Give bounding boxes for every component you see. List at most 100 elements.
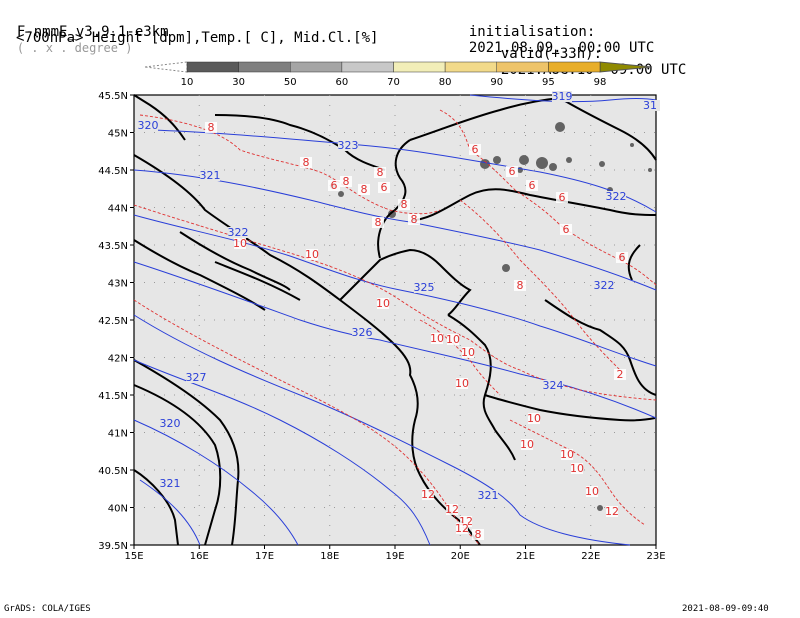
colorbar-low-arrow [144, 61, 188, 73]
temp-label-bg [446, 504, 458, 515]
temp-contour-label: 6 [509, 165, 516, 178]
temp-label-bg [377, 298, 389, 309]
colorbar-label: 10 [181, 77, 194, 88]
temp-label-bg [561, 449, 573, 460]
height-contour-label: 321 [200, 169, 221, 182]
height-contour-label: 319 [552, 90, 573, 103]
lat-tick-label: 42N [108, 354, 128, 365]
temp-label-bg [614, 369, 626, 380]
temp-contour-label: 6 [529, 179, 536, 192]
lon-tick-label: 17E [255, 551, 274, 562]
temp-label-bg [372, 217, 384, 228]
lat-tick-label: 41N [108, 429, 128, 440]
colorbar-segment [186, 61, 239, 73]
height-contour-label: 327 [186, 371, 207, 384]
colorbar-label: 30 [232, 77, 245, 88]
temp-contour-label: 6 [472, 143, 479, 156]
temp-contour-label: 8 [361, 183, 368, 196]
temp-contour-label: 12 [421, 488, 435, 501]
temp-label-bg [431, 333, 443, 344]
temp-label-bg [462, 347, 474, 358]
height-label-bg [138, 120, 158, 131]
height-contour-label: 321 [160, 477, 181, 490]
temp-contour-label: 8 [208, 121, 215, 134]
height-label-bg [640, 100, 660, 111]
temp-label-bg [378, 182, 390, 193]
temp-label-bg [571, 463, 583, 474]
temp-label-bg [306, 249, 318, 260]
lat-tick-label: 44.5N [98, 166, 128, 177]
lat-tick-label: 43.5N [98, 241, 128, 252]
init-line: initialisation: 2021.08.09. 00:00 UTC [452, 8, 654, 56]
temp-contour-label: 10 [570, 462, 584, 475]
temp-contour-label: 8 [475, 528, 482, 541]
temp-label-bg [469, 144, 481, 155]
temp-label-bg [374, 167, 386, 178]
lat-tick-label: 41.5N [98, 391, 128, 402]
height-contour-label: 326 [352, 326, 373, 339]
temp-contour-label: 6 [331, 179, 338, 192]
temp-contour-label: 10 [233, 237, 247, 250]
lat-tick-label: 40N [108, 504, 128, 515]
temp-contour-label: 10 [560, 448, 574, 461]
temp-contour-label: 10 [446, 333, 460, 346]
temp-label-bg [398, 199, 410, 210]
height-label-bg [606, 191, 626, 202]
lon-tick-label: 22E [581, 551, 600, 562]
init-label: initialisation: [468, 24, 596, 40]
lon-tick-label: 21E [516, 551, 535, 562]
init-value: 2021.08.09. 00:00 UTC [468, 40, 655, 56]
height-contour-label: 325 [414, 281, 435, 294]
height-contour-label: 320 [138, 119, 159, 132]
temp-contour-label: 8 [303, 156, 310, 169]
height-label-bg [228, 227, 248, 238]
height-label-bg [338, 140, 358, 151]
lat-tick-label: 45.5N [98, 91, 128, 102]
lat-tick-label: 39.5N [98, 541, 128, 552]
height-label-bg [414, 282, 434, 293]
temp-contour-label: 6 [559, 191, 566, 204]
gridlines [134, 95, 656, 545]
temp-contour-label: 8 [401, 198, 408, 211]
lon-tick-label: 20E [451, 551, 470, 562]
temp-label-bg [514, 280, 526, 291]
temp-label-bg [521, 439, 533, 450]
colorbar-label: 70 [387, 77, 400, 88]
temp-label-bg [300, 157, 312, 168]
mid-cloud-patches [330, 122, 652, 511]
colorbar-label: 95 [542, 77, 555, 88]
model-title: F-nmmE_v3.9.1-e3km ( . x . degree ) [0, 8, 169, 56]
height-contour-label: 323 [338, 139, 359, 152]
height-label-bg [352, 327, 372, 338]
temp-label-bg [205, 122, 217, 133]
temp-contour-label: 10 [430, 332, 444, 345]
height-contour-label: 31 [643, 99, 657, 112]
coastlines-borders [133, 94, 657, 546]
colorbar-segment [444, 61, 497, 73]
colorbar-segment [238, 61, 291, 73]
lat-tick-label: 42.5N [98, 316, 128, 327]
footer-timestamp: 2021-08-09-09:40 [682, 604, 769, 614]
temp-contour-label: 10 [305, 248, 319, 261]
height-contour-label: 322 [606, 190, 627, 203]
lon-tick-label: 15E [124, 551, 143, 562]
projection-label: ( . x . degree ) [16, 41, 133, 55]
height-label-bg [200, 170, 220, 181]
lon-tick-label: 19E [385, 551, 404, 562]
lat-tick-label: 44N [108, 204, 128, 215]
lat-tick-label: 43N [108, 279, 128, 290]
temp-contour-label: 8 [343, 175, 350, 188]
temp-contour-label: 10 [461, 346, 475, 359]
temp-label-bg [408, 214, 420, 225]
colorbar-segment [496, 61, 549, 73]
height-contour-label: 322 [594, 279, 615, 292]
footer-credit: GrADS: COLA/IGES [4, 604, 91, 614]
field-description: <700hPa> Height [dpm],Temp.[ C], Mid.Cl.… [16, 30, 379, 46]
colorbar-label: 80 [439, 77, 452, 88]
temp-label-bg [456, 378, 468, 389]
colorbar-label: 90 [490, 77, 503, 88]
lat-tick-label: 45N [108, 129, 128, 140]
height-label-bg [160, 418, 180, 429]
temp-label-bg [460, 516, 472, 527]
colorbar-label: 98 [594, 77, 607, 88]
